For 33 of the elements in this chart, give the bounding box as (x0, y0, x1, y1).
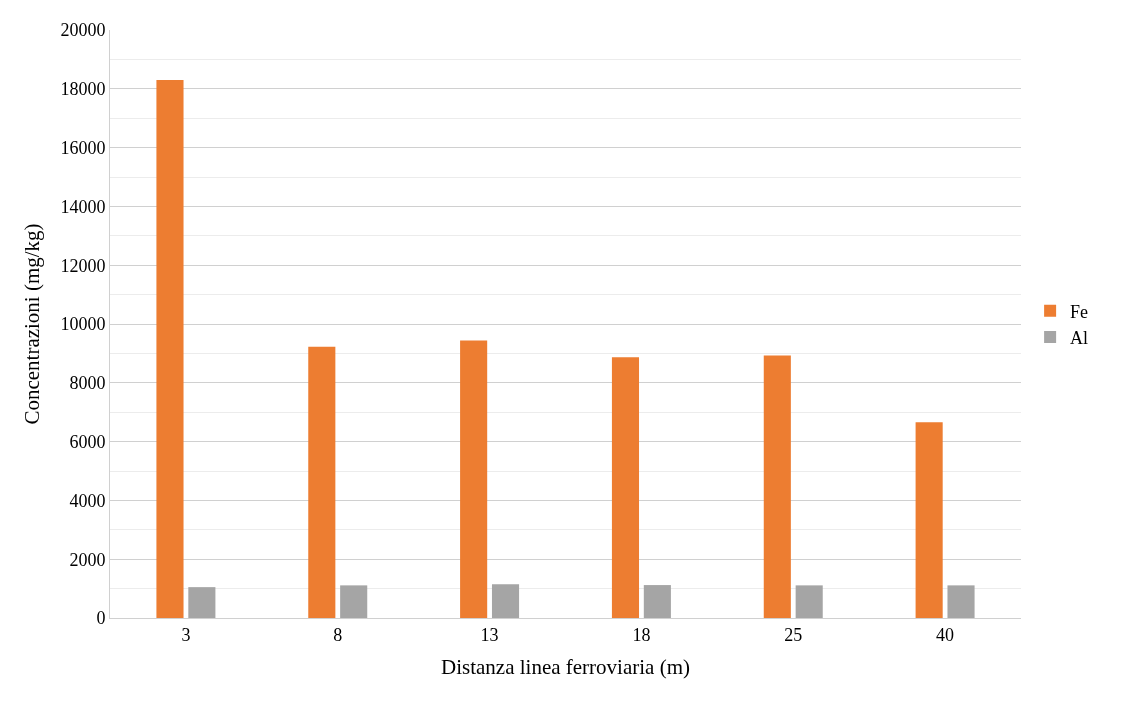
y-tick-label: 10000 (60, 314, 106, 335)
x-tick-label: 25 (784, 624, 803, 645)
bar (188, 587, 216, 618)
y-tick-label: 0 (96, 608, 106, 629)
y-tick-label: 20000 (60, 20, 106, 41)
y-axis-title: Concentrazioni (mg/kg) (19, 223, 44, 425)
x-tick-label: 13 (480, 624, 499, 645)
y-tick-label: 14000 (60, 196, 106, 217)
bar (763, 355, 791, 618)
y-tick-label: 2000 (69, 549, 106, 570)
x-tick-label: 18 (632, 624, 651, 645)
x-tick-label: 3 (181, 624, 191, 645)
legend-label: Fe (1070, 301, 1089, 322)
y-tick-label: 18000 (60, 79, 106, 100)
y-tick-label: 8000 (69, 373, 106, 394)
y-tick-label: 12000 (60, 255, 106, 276)
y-tick-label: 16000 (60, 137, 106, 158)
x-tick-label: 40 (936, 624, 955, 645)
y-tick-label: 4000 (69, 490, 106, 511)
y-tick-label: 6000 (69, 431, 106, 452)
bar (947, 585, 975, 618)
bar (460, 340, 488, 618)
bar (156, 79, 184, 618)
bar (795, 585, 823, 618)
bar (915, 422, 943, 618)
bar (340, 585, 368, 618)
bar (643, 585, 671, 618)
x-tick-label: 8 (333, 624, 343, 645)
legend-label: Al (1070, 328, 1089, 349)
bar (491, 584, 520, 618)
bar (611, 357, 640, 618)
bar (308, 346, 336, 618)
x-axis-title: Distanza linea ferroviaria (m) (441, 654, 690, 679)
